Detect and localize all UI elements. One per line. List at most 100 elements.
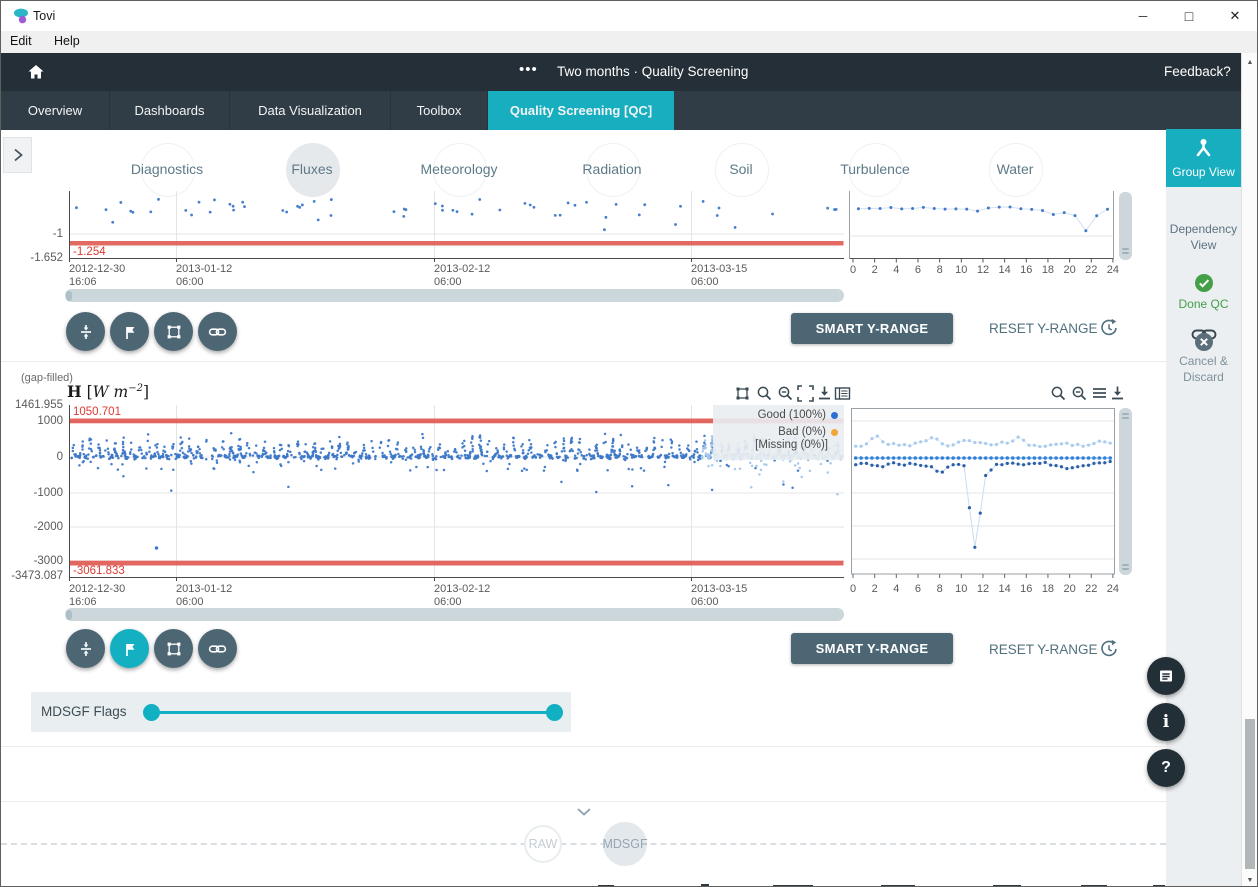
mdsgf-flags-slider-track[interactable] [151,711,554,714]
flag-button[interactable] [110,312,149,351]
group-view-icon [1192,137,1215,160]
variable-units: W m [93,383,129,401]
sidebar-item-label: Group View [1166,165,1241,180]
hour-axis-tick: 24 [1102,583,1124,595]
hour-axis-tick: 8 [929,264,951,276]
collapse-pipeline-button chevron-down-icon[interactable] [576,807,592,817]
set-limits-button[interactable] [66,629,105,668]
info-button info-icon[interactable]: i [1147,703,1185,741]
tab-quality-screening-qc[interactable]: Quality Screening [QC] [488,91,674,130]
menu-item-help[interactable]: Help [45,31,89,51]
category-nav-expand-button[interactable] [3,137,32,173]
reset-history-icon[interactable] [1099,639,1119,659]
hour-axis-tick: 2 [864,583,886,595]
variable-title: H [W m−2] [67,382,149,401]
fullscreen-button fullscreen-icon[interactable] [797,385,814,402]
sidebar-item-label[interactable]: Dependency [1166,222,1241,237]
zoom-in-button zoom-in-icon[interactable] [756,385,773,402]
reset-y-range-button[interactable]: RESET Y-RANGE [989,321,1098,336]
flag-icon [121,323,139,341]
hour-axis-tick: 22 [1080,264,1102,276]
variable-symbol: H [67,382,82,401]
category-item-fluxes[interactable] [286,143,340,197]
smart-y-range-button[interactable]: SMART Y-RANGE [791,633,953,664]
legend-item-good-100[interactable]: Good (100%) [758,409,838,421]
scroll-up-icon[interactable]: ▲ [1242,59,1258,66]
legend-item-bad-0[interactable]: Bad (0%) [778,426,838,438]
y-axis-tick: -3473.087 [3,570,63,582]
y-axis-tick: 1461.955 [3,399,63,411]
reset-y-range-button[interactable]: RESET Y-RANGE [989,642,1098,657]
x-axis-tick-date: 2013-01-12 [176,263,268,276]
tab-overview[interactable]: Overview [1,91,110,130]
category-item-meteorology[interactable] [433,143,487,197]
reset-history-icon[interactable] [1099,318,1119,338]
window-scrollbar[interactable]: ▲ ▼ [1241,53,1258,887]
category-item-diagnostics[interactable] [141,143,195,197]
flag-button-active[interactable] [110,629,149,668]
category-item-water[interactable] [989,143,1043,197]
category-item-soil[interactable] [715,143,769,197]
slider-handle-min[interactable] [143,704,160,721]
hour-axis: 024681012141618202224 [849,583,1129,597]
legend-item-missing-0[interactable]: [Missing (0%)] [755,439,828,451]
sidebar-item-cancel-discard x-icon[interactable] [1194,332,1214,352]
maximize-button[interactable]: □ [1172,5,1206,27]
options-button menu-lines-icon[interactable] [1091,385,1108,402]
zoom-out-button zoom-out-icon[interactable] [777,385,794,402]
tab-dashboards[interactable]: Dashboards [110,91,230,130]
header-overflow-menu[interactable]: ••• [519,61,538,78]
notes-button[interactable] [1147,657,1185,695]
home-button home-icon[interactable] [26,62,46,82]
time-series-chart-top[interactable] [65,191,844,263]
section-divider [1,746,1166,747]
diurnal-chart-main[interactable] [851,408,1119,580]
zoom-in-button zoom-in-icon[interactable] [1050,385,1067,402]
header-title: Two months · Quality Screening [557,64,748,79]
title-bracket: [ [82,383,93,401]
select-region-button[interactable] [154,312,193,351]
scroll-down-icon[interactable]: ▼ [1242,877,1258,884]
close-button[interactable]: ✕ [1218,5,1252,27]
feedback-link[interactable]: Feedback? [1164,64,1231,79]
pipeline-step-raw[interactable]: RAW [524,825,562,863]
sidebar-item-label[interactable]: View [1166,238,1241,253]
x-axis-tick: 2013-03-1506:00 [691,263,783,289]
download-button download-icon[interactable] [1109,385,1126,402]
link-axes-button[interactable] [198,312,237,351]
legend-toggle-button legend-book-icon[interactable] [834,385,851,402]
smart-y-range-button[interactable]: SMART Y-RANGE [791,313,953,344]
category-item-turbulence[interactable] [849,143,903,197]
v-scrollbar[interactable] [1119,408,1132,575]
select-zoom-button selection-icon[interactable] [734,385,751,402]
select-region-button[interactable] [154,629,193,668]
sidebar-item-done-qc check-icon[interactable] [1194,273,1214,293]
help-button help-icon[interactable]: ? [1147,749,1185,787]
menu-item-edit[interactable]: Edit [1,31,41,51]
hour-axis-tick: 4 [885,583,907,595]
zoom-out-button zoom-out-icon[interactable] [1071,385,1088,402]
y-axis-tick: -1000 [3,487,63,499]
h-scrollbar[interactable] [65,289,844,302]
category-item-radiation[interactable] [586,143,640,197]
h-scrollbar[interactable] [65,608,844,621]
hour-axis-tick: 14 [994,583,1016,595]
notes-icon [1156,666,1176,686]
tab-toolbox[interactable]: Toolbox [391,91,488,130]
y-axis-tick: -1 [3,228,63,240]
tab-bar: OverviewDashboardsData VisualizationTool… [1,91,1241,130]
set-limits-button[interactable] [66,312,105,351]
link-axes-button[interactable] [198,629,237,668]
minimize-button[interactable]: ─ [1126,5,1160,27]
slider-handle-max[interactable] [546,704,563,721]
tab-data-visualization[interactable]: Data Visualization [230,91,391,130]
y-axis-tick: -2000 [3,521,63,533]
scrollbar-thumb[interactable] [1245,719,1255,869]
diurnal-chart-top[interactable] [849,191,1117,265]
hour-axis-tick: 16 [1015,264,1037,276]
pipeline-step-mdsgf[interactable]: MDSGF [603,822,647,866]
download-button download-icon[interactable] [816,385,833,402]
sidebar-item-group-view[interactable]: Group View [1166,129,1241,187]
v-scrollbar[interactable] [1119,192,1132,260]
sidebar-item-label: Done QC [1166,297,1241,312]
